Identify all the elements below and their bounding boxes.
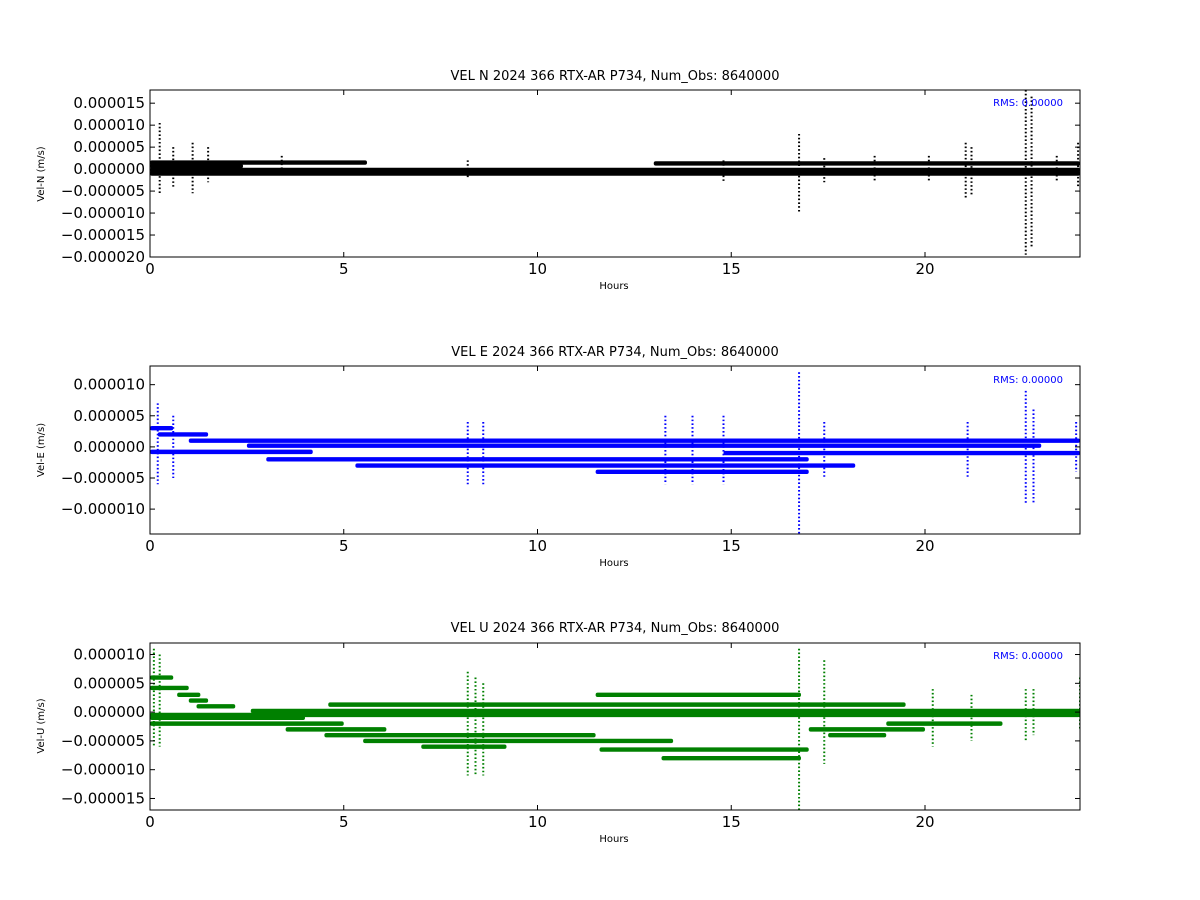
y-tick-label: −0.000010	[61, 500, 145, 518]
data-marks	[150, 648, 1080, 810]
data-band	[150, 167, 1080, 173]
y-tick-label: −0.000015	[61, 226, 145, 244]
x-axis-label: Hours	[599, 281, 628, 292]
chart-title: VEL E 2024 366 RTX-AR P734, Num_Obs: 864…	[451, 345, 778, 360]
subplot-vel-e: VEL E 2024 366 RTX-AR P734, Num_Obs: 864…	[36, 345, 1081, 569]
y-tick-label: −0.000020	[61, 248, 145, 266]
x-tick-label: 5	[339, 260, 349, 278]
plot-area-vel-e: 0 5 10 15 20 0.000010 0.000005 0.000000 −0.00000…	[61, 365, 1081, 555]
data-band	[599, 747, 809, 752]
y-tick-label: −0.000005	[61, 732, 145, 750]
y-tick-label: −0.000015	[61, 789, 145, 807]
y-tick-label: 0.000010	[73, 116, 145, 134]
data-band	[328, 702, 906, 707]
rms-annotation: RMS: 0.00000	[993, 375, 1063, 386]
y-tick-label: 0.000000	[73, 438, 145, 456]
x-tick-label: 0	[145, 260, 155, 278]
data-band	[150, 715, 305, 721]
axes-frame	[149, 642, 1081, 811]
data-marks	[150, 90, 1080, 255]
data-band	[150, 685, 189, 691]
data-band	[157, 432, 209, 437]
data-band	[266, 457, 809, 462]
data-band	[150, 712, 1080, 718]
data-band	[808, 727, 925, 732]
plot-area-vel-n: 0 5 10 15 20 0.000015 0.000010 0.000005 0.000000…	[61, 89, 1081, 278]
y-axis-label: Vel-U (m/s)	[36, 698, 47, 753]
y-tick-label: 0.000005	[73, 138, 145, 156]
x-tick-label: 10	[528, 260, 547, 278]
x-tick-label: 10	[528, 813, 547, 831]
axes-frame	[149, 89, 1081, 258]
x-tick-label: 15	[722, 260, 741, 278]
rms-annotation: RMS: 0.00000	[993, 651, 1063, 662]
y-tick-label: −0.000005	[61, 182, 145, 200]
data-band	[661, 755, 801, 761]
data-band	[150, 721, 344, 726]
x-tick-label: 5	[339, 813, 349, 831]
data-band	[150, 675, 174, 680]
data-band	[188, 438, 1080, 443]
data-band	[150, 163, 243, 169]
subplot-vel-u: VEL U 2024 366 RTX-AR P734, Num_Obs: 864…	[36, 621, 1081, 845]
rms-annotation: RMS: 0.00000	[993, 98, 1063, 109]
x-tick-label: 20	[915, 260, 934, 278]
x-axis-label: Hours	[599, 834, 628, 845]
y-tick-label: 0.000015	[73, 94, 145, 112]
data-band	[595, 469, 809, 474]
data-band	[886, 721, 1003, 726]
y-axis-label: Vel-E (m/s)	[36, 423, 47, 477]
x-tick-label: 5	[339, 537, 349, 555]
y-tick-label: −0.000010	[61, 761, 145, 779]
y-tick-label: 0.000010	[73, 646, 145, 664]
x-tick-label: 20	[915, 813, 934, 831]
x-tick-label: 15	[722, 813, 741, 831]
x-tick-label: 0	[145, 813, 155, 831]
y-tick-label: 0.000005	[73, 674, 145, 692]
x-tick-label: 15	[722, 537, 741, 555]
x-tick-label: 10	[528, 537, 547, 555]
data-band	[355, 463, 856, 468]
data-band	[363, 738, 674, 744]
data-band	[246, 443, 1042, 448]
y-tick-label: 0.000000	[73, 160, 145, 178]
data-band	[421, 744, 507, 749]
data-band	[177, 692, 201, 698]
data-band	[723, 450, 1080, 456]
chart-title: VEL U 2024 366 RTX-AR P734, Num_Obs: 864…	[451, 621, 780, 636]
x-tick-label: 20	[915, 537, 934, 555]
x-tick-label: 0	[145, 537, 155, 555]
y-tick-label: −0.000010	[61, 204, 145, 222]
y-tick-label: −0.000005	[61, 469, 145, 487]
x-axis-label: Hours	[599, 558, 628, 569]
y-axis-label: Vel-N (m/s)	[36, 146, 47, 201]
data-marks	[150, 372, 1080, 534]
data-band	[653, 161, 1080, 166]
data-band	[150, 426, 174, 431]
data-band	[150, 160, 367, 165]
data-band	[324, 732, 596, 738]
data-band	[250, 708, 1080, 714]
chart-title: VEL N 2024 366 RTX-AR P734, Num_Obs: 864…	[451, 69, 780, 84]
data-band	[595, 692, 801, 698]
data-band	[150, 171, 1080, 176]
y-tick-label: 0.000000	[73, 703, 145, 721]
y-tick-label: 0.000010	[73, 376, 145, 394]
subplot-vel-n: VEL N 2024 366 RTX-AR P734, Num_Obs: 864…	[36, 69, 1081, 292]
data-band	[285, 727, 387, 732]
axes-frame	[149, 365, 1081, 535]
data-band	[150, 449, 313, 455]
data-band	[188, 698, 209, 703]
y-tick-label: 0.000005	[73, 407, 145, 425]
data-band	[828, 732, 887, 738]
data-band	[196, 704, 236, 709]
plot-area-vel-u: 0 5 10 15 20 0.000010 0.000005 0.000000 −0.00000…	[61, 642, 1081, 831]
